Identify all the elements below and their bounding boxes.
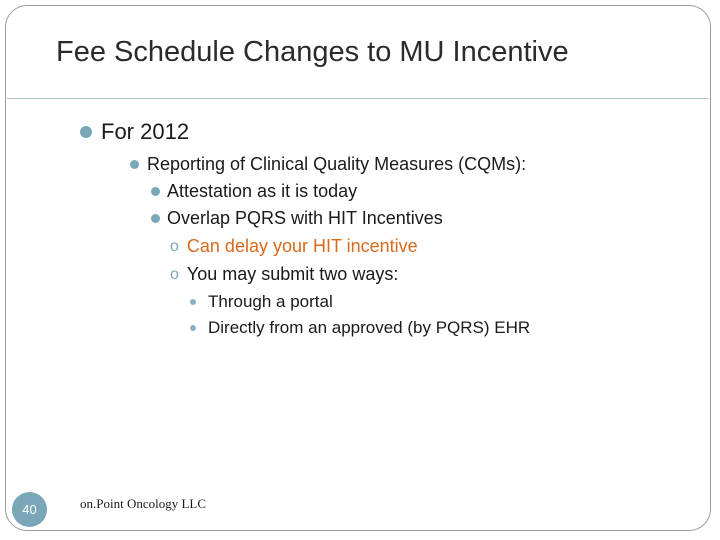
- bullet-level5-portal: Through a portal: [190, 292, 333, 312]
- bullet-level3-attestation: Attestation as it is today: [151, 181, 357, 202]
- bullet-level1: For 2012: [80, 119, 189, 145]
- bullet-level3-overlap: Overlap PQRS with HIT Incentives: [151, 208, 443, 229]
- bullet-level4-delay: o Can delay your HIT incentive: [170, 236, 418, 257]
- bullet-text: Can delay your HIT incentive: [186, 236, 418, 256]
- bullet-dot-icon: [80, 126, 92, 138]
- bullet-dot-icon: [130, 160, 139, 169]
- bullet-text: Reporting of Clinical Quality Measures (…: [147, 154, 527, 174]
- bullet-text: Attestation as it is today: [167, 181, 358, 201]
- circle-bullet-icon: o: [170, 265, 179, 283]
- bullet-dot-icon: [190, 325, 196, 331]
- page-number-badge: 40: [12, 492, 47, 527]
- circle-bullet-icon: o: [170, 237, 179, 255]
- slide-frame: [5, 5, 711, 531]
- page-number: 40: [22, 502, 37, 517]
- bullet-dot-icon: [151, 214, 160, 223]
- bullet-text: For 2012: [101, 119, 190, 144]
- bullet-level2: Reporting of Clinical Quality Measures (…: [130, 154, 526, 175]
- bullet-dot-icon: [151, 187, 160, 196]
- bullet-level4-submit: o You may submit two ways:: [170, 264, 398, 285]
- bullet-text: Directly from an approved (by PQRS) EHR: [208, 318, 531, 337]
- bullet-text: Overlap PQRS with HIT Incentives: [167, 208, 443, 228]
- title-divider: [7, 98, 709, 99]
- bullet-text: Through a portal: [208, 292, 333, 311]
- bullet-text: You may submit two ways:: [186, 264, 399, 284]
- footer-company: on.Point Oncology LLC: [80, 496, 207, 511]
- slide-title: Fee Schedule Changes to MU Incentive: [56, 36, 569, 68]
- bullet-dot-icon: [190, 299, 196, 305]
- bullet-level5-ehr: Directly from an approved (by PQRS) EHR: [190, 318, 530, 338]
